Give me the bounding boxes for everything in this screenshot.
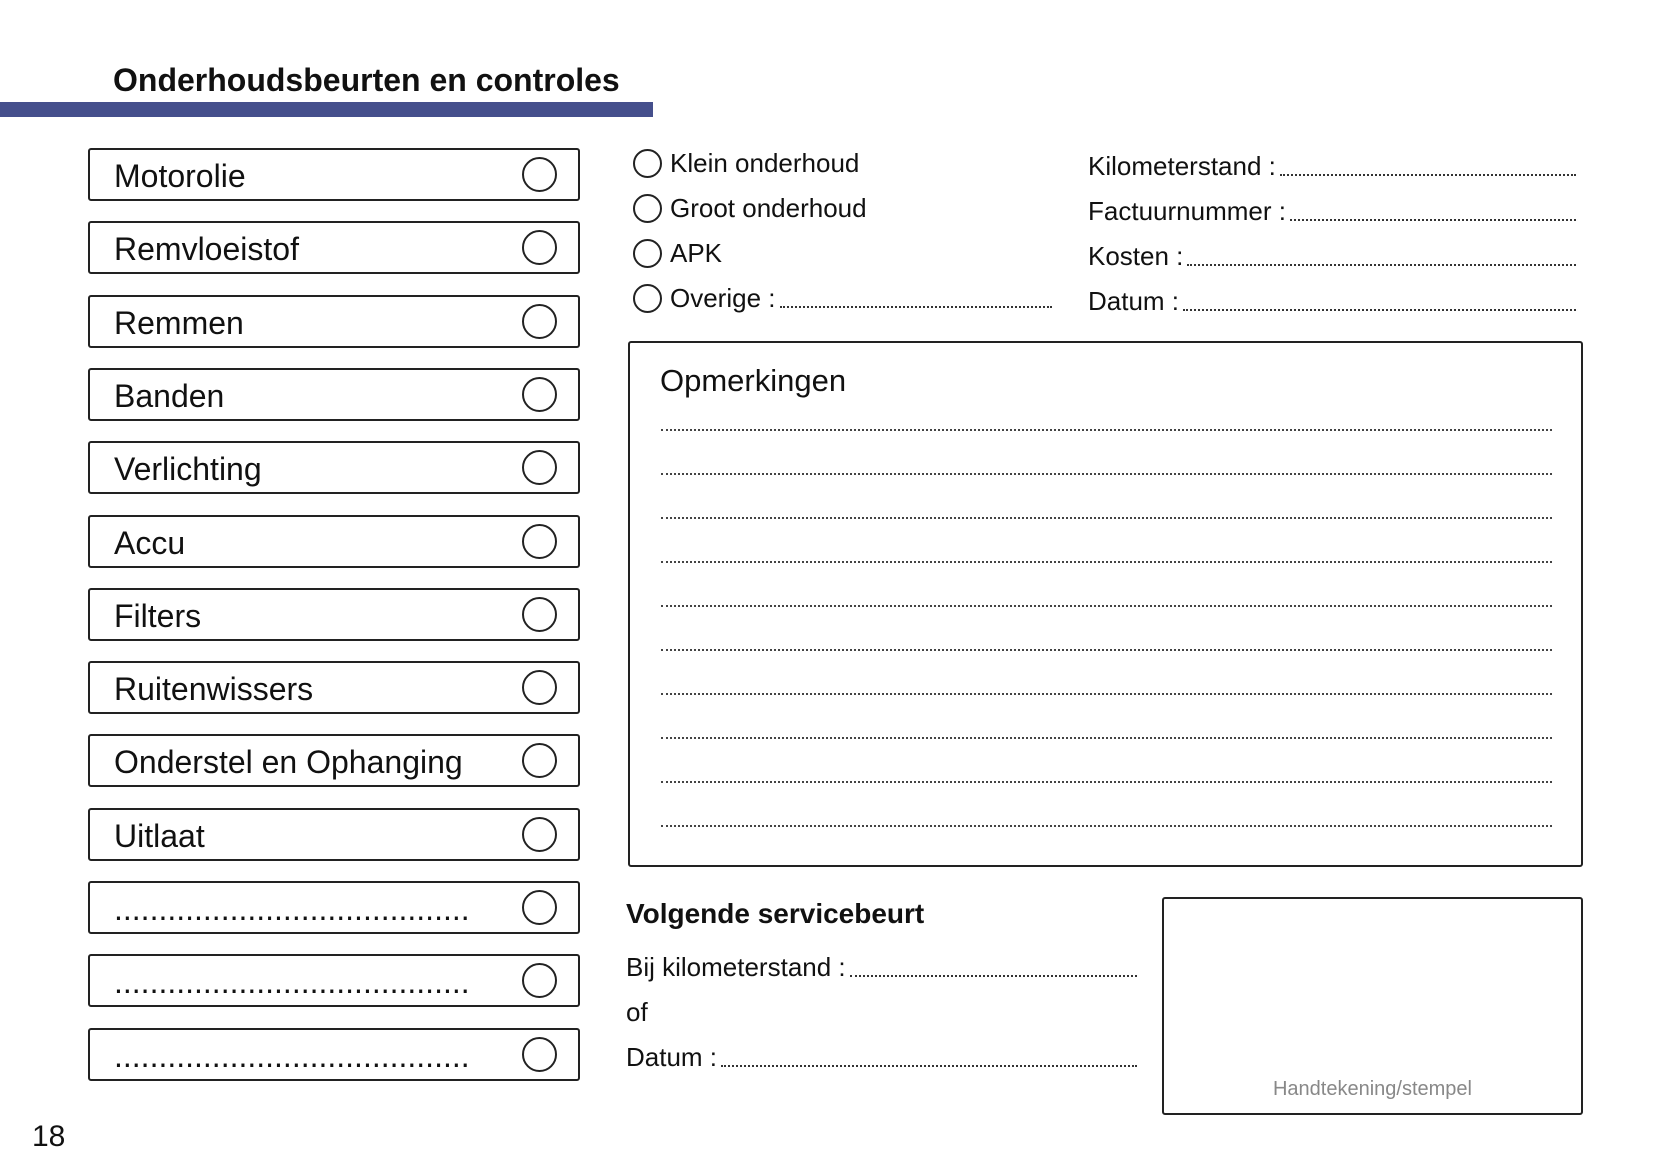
field-label: Kosten : — [1088, 241, 1184, 271]
page-number: 18 — [32, 1120, 66, 1153]
checklist-item-label: Onderstel en Ophanging — [114, 744, 463, 781]
notes-line[interactable] — [661, 737, 1552, 739]
checkbox-circle-icon[interactable] — [522, 523, 557, 559]
checkbox-circle-icon[interactable] — [522, 157, 557, 192]
notes-line[interactable] — [661, 429, 1552, 431]
field-line[interactable] — [1279, 174, 1576, 176]
next-date-line[interactable] — [721, 1065, 1137, 1067]
or-row: of — [626, 997, 1137, 1028]
checkbox-circle-icon[interactable] — [522, 963, 557, 999]
next-service-title: Volgende servicebeurt — [626, 898, 925, 929]
checklist-item[interactable]: Ruitenwissers — [88, 661, 580, 715]
checklist-item-label: Filters — [114, 597, 202, 634]
radio-circle-icon[interactable] — [633, 149, 662, 178]
service-type-label: Klein onderhoud — [670, 148, 860, 178]
checkbox-circle-icon[interactable] — [522, 450, 557, 486]
next-date-label: Datum : — [626, 1042, 718, 1072]
checklist-item[interactable]: Verlichting — [88, 441, 580, 495]
checkbox-circle-icon[interactable] — [522, 816, 557, 852]
field-line[interactable] — [1183, 309, 1576, 311]
signature-label: Handtekening/stempel — [1272, 1078, 1472, 1100]
checklist-item-label: ........................................ — [114, 1037, 470, 1074]
notes-line[interactable] — [661, 517, 1552, 519]
next-km-field[interactable]: Bij kilometerstand : — [626, 952, 1137, 983]
service-type-option[interactable]: Overige : — [633, 283, 1052, 314]
field-line[interactable] — [1187, 264, 1576, 266]
checklist-item[interactable]: ........................................ — [88, 1027, 580, 1081]
checkbox-circle-icon[interactable] — [522, 1036, 557, 1072]
checklist-item[interactable]: Accu — [88, 514, 580, 568]
service-field[interactable]: Kilometerstand : — [1088, 151, 1576, 182]
service-type-option[interactable]: Groot onderhoud — [633, 193, 867, 224]
checklist-item-label: Uitlaat — [114, 817, 205, 854]
notes-line[interactable] — [661, 693, 1552, 695]
checkbox-circle-icon[interactable] — [522, 303, 557, 339]
service-field[interactable]: Factuurnummer : — [1088, 196, 1576, 227]
checklist-item[interactable]: Remmen — [88, 294, 580, 348]
service-type-option[interactable]: APK — [633, 238, 722, 269]
checklist-item-label: Remvloeistof — [114, 231, 299, 268]
checklist-item-label: Motorolie — [114, 158, 246, 194]
checklist-item-label: Accu — [114, 524, 186, 561]
checklist-item[interactable]: Motorolie — [88, 148, 580, 201]
next-km-line[interactable] — [849, 975, 1137, 977]
other-line[interactable] — [779, 306, 1052, 308]
next-date-field[interactable]: Datum : — [626, 1042, 1137, 1073]
checkbox-circle-icon[interactable] — [522, 890, 557, 925]
checklist-item[interactable]: Filters — [88, 587, 580, 641]
checklist-item-label: Verlichting — [114, 451, 262, 488]
service-type-option[interactable]: Klein onderhoud — [633, 148, 859, 179]
checklist-item[interactable]: Banden — [88, 367, 580, 421]
field-label: Kilometerstand : — [1088, 151, 1276, 181]
field-label: Datum : — [1088, 286, 1180, 316]
signature-box[interactable]: Handtekening/stempel — [1162, 897, 1583, 1115]
checkbox-circle-icon[interactable] — [522, 670, 557, 706]
service-type-label: Groot onderhoud — [670, 193, 867, 223]
checklist-item[interactable]: ........................................ — [88, 954, 580, 1008]
next-km-label: Bij kilometerstand : — [626, 952, 846, 982]
checkbox-circle-icon[interactable] — [522, 596, 557, 632]
notes-line[interactable] — [661, 605, 1552, 607]
notes-box[interactable]: Opmerkingen — [628, 341, 1583, 867]
radio-circle-icon[interactable] — [633, 194, 662, 223]
service-field[interactable]: Kosten : — [1088, 241, 1576, 272]
notes-line[interactable] — [661, 473, 1552, 475]
checkbox-circle-icon[interactable] — [522, 743, 557, 779]
notes-line[interactable] — [661, 649, 1552, 651]
notes-title: Opmerkingen — [660, 363, 847, 398]
title-accent-bar — [0, 102, 653, 117]
checklist-item-label: Banden — [114, 377, 225, 414]
radio-circle-icon[interactable] — [633, 284, 662, 313]
checklist-item[interactable]: Uitlaat — [88, 807, 580, 861]
service-field[interactable]: Datum : — [1088, 286, 1576, 317]
checklist-item[interactable]: ........................................ — [88, 881, 580, 934]
checklist-item-label: Ruitenwissers — [114, 671, 314, 708]
page-title: Onderhoudsbeurten en controles — [113, 62, 620, 98]
checklist-item[interactable]: Onderstel en Ophanging — [88, 734, 580, 788]
field-line[interactable] — [1289, 219, 1576, 221]
radio-circle-icon[interactable] — [633, 239, 662, 268]
or-label: of — [626, 997, 648, 1027]
field-label: Factuurnummer : — [1088, 196, 1286, 226]
notes-line[interactable] — [661, 561, 1552, 563]
notes-line[interactable] — [661, 781, 1552, 783]
service-type-label: Overige : — [670, 283, 776, 313]
checklist-item-label: Remmen — [114, 304, 244, 341]
notes-line[interactable] — [661, 825, 1552, 827]
checklist-item[interactable]: Remvloeistof — [88, 221, 580, 275]
checklist-item-label: ........................................ — [114, 964, 470, 1001]
service-type-label: APK — [670, 238, 723, 268]
checkbox-circle-icon[interactable] — [522, 230, 557, 266]
checkbox-circle-icon[interactable] — [522, 376, 557, 412]
checklist-item-label: ........................................ — [114, 891, 470, 927]
